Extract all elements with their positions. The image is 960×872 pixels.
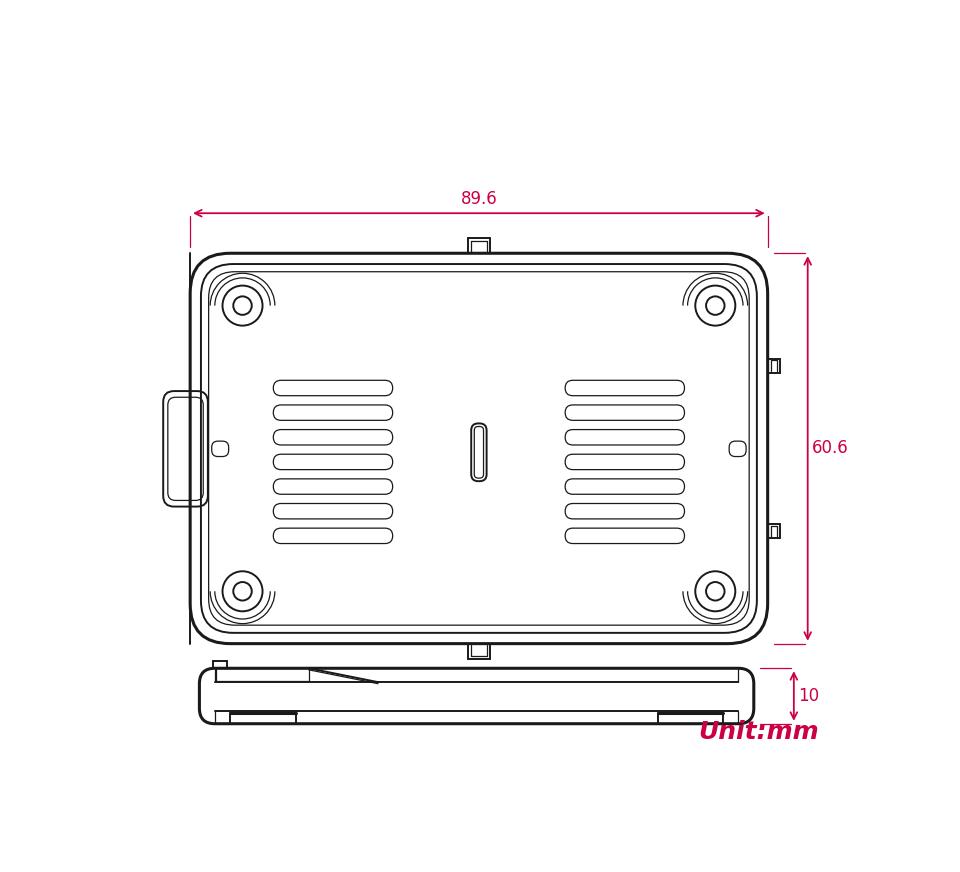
Text: 89.6: 89.6 — [461, 190, 497, 208]
Bar — [216, 668, 309, 681]
Text: Unit:mm: Unit:mm — [699, 719, 819, 744]
Text: 60.6: 60.6 — [812, 439, 849, 458]
Text: 10: 10 — [799, 687, 820, 705]
